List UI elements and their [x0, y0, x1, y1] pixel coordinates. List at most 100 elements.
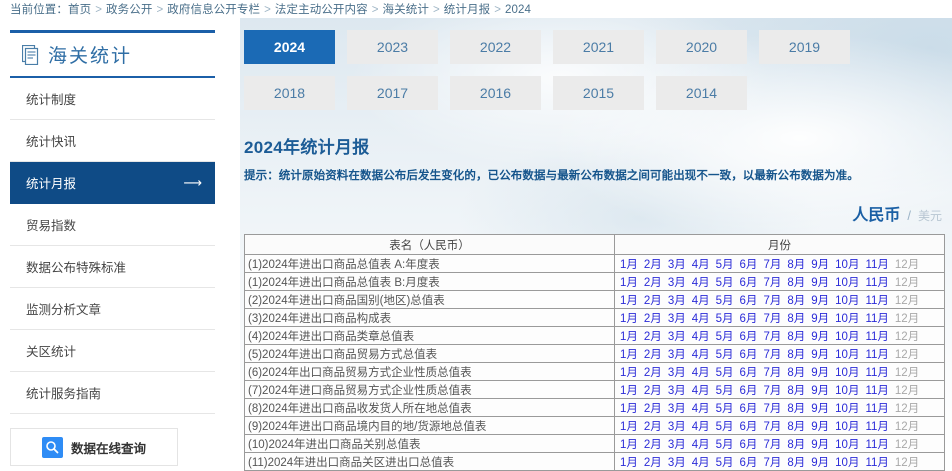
- month-link-1月[interactable]: 1月: [620, 384, 638, 397]
- year-tab-2014[interactable]: 2014: [656, 76, 747, 110]
- month-link-9月[interactable]: 9月: [811, 258, 830, 271]
- breadcrumb-item[interactable]: 政务公开: [106, 4, 153, 16]
- month-link-3月[interactable]: 3月: [667, 330, 686, 343]
- month-link-11月[interactable]: 11月: [865, 384, 889, 397]
- month-link-11月[interactable]: 11月: [865, 402, 889, 415]
- breadcrumb-item[interactable]: 首页: [68, 4, 92, 16]
- sidebar-item-link[interactable]: 统计制度: [10, 78, 215, 120]
- month-link-11月[interactable]: 11月: [865, 312, 889, 325]
- online-data-query-button[interactable]: 数据在线查询: [10, 428, 178, 466]
- month-link-6月[interactable]: 6月: [739, 384, 758, 397]
- month-link-2月[interactable]: 2月: [643, 420, 662, 433]
- sidebar-item-link[interactable]: 关区统计: [10, 330, 215, 372]
- month-link-3月[interactable]: 3月: [667, 456, 686, 469]
- breadcrumb-item[interactable]: 法定主动公开内容: [274, 4, 368, 16]
- month-link-1月[interactable]: 1月: [620, 420, 638, 433]
- month-link-9月[interactable]: 9月: [811, 276, 830, 289]
- month-link-3月[interactable]: 3月: [667, 420, 686, 433]
- month-link-5月[interactable]: 5月: [715, 420, 734, 433]
- month-link-5月[interactable]: 5月: [715, 330, 734, 343]
- sidebar-item-link[interactable]: 统计服务指南: [10, 372, 215, 414]
- sidebar-item-active[interactable]: 统计月报 ⟶: [10, 162, 215, 204]
- month-link-7月[interactable]: 7月: [763, 294, 782, 307]
- month-link-7月[interactable]: 7月: [763, 258, 782, 271]
- month-link-4月[interactable]: 4月: [691, 348, 710, 361]
- month-link-9月[interactable]: 9月: [811, 456, 830, 469]
- year-tab-2017[interactable]: 2017: [347, 76, 438, 110]
- month-link-9月[interactable]: 9月: [811, 420, 830, 433]
- year-tab-2021[interactable]: 2021: [553, 30, 644, 64]
- month-link-5月[interactable]: 5月: [715, 294, 734, 307]
- sidebar-item-link[interactable]: 统计快讯: [10, 120, 215, 162]
- month-link-8月[interactable]: 8月: [787, 276, 806, 289]
- month-link-11月[interactable]: 11月: [865, 258, 889, 271]
- month-link-7月[interactable]: 7月: [763, 276, 782, 289]
- month-link-10月[interactable]: 10月: [835, 348, 860, 361]
- month-link-4月[interactable]: 4月: [691, 330, 710, 343]
- month-link-4月[interactable]: 4月: [691, 276, 710, 289]
- month-link-9月[interactable]: 9月: [811, 294, 830, 307]
- month-link-1月[interactable]: 1月: [620, 276, 638, 289]
- month-link-9月[interactable]: 9月: [811, 348, 830, 361]
- month-link-9月[interactable]: 9月: [811, 402, 830, 415]
- currency-option-usd[interactable]: 美元: [917, 209, 942, 223]
- month-link-3月[interactable]: 3月: [667, 312, 686, 325]
- month-link-1月[interactable]: 1月: [620, 402, 638, 415]
- month-link-5月[interactable]: 5月: [715, 276, 734, 289]
- month-link-8月[interactable]: 8月: [787, 456, 806, 469]
- month-link-4月[interactable]: 4月: [691, 402, 710, 415]
- month-link-7月[interactable]: 7月: [763, 330, 782, 343]
- month-link-3月[interactable]: 3月: [667, 438, 686, 451]
- month-link-8月[interactable]: 8月: [787, 258, 806, 271]
- month-link-5月[interactable]: 5月: [715, 258, 734, 271]
- month-link-9月[interactable]: 9月: [811, 330, 830, 343]
- month-link-4月[interactable]: 4月: [691, 312, 710, 325]
- month-link-11月[interactable]: 11月: [865, 348, 889, 361]
- month-link-6月[interactable]: 6月: [739, 330, 758, 343]
- month-link-11月[interactable]: 11月: [865, 456, 889, 469]
- month-link-8月[interactable]: 8月: [787, 312, 806, 325]
- year-tab-2022[interactable]: 2022: [450, 30, 541, 64]
- month-link-6月[interactable]: 6月: [739, 312, 758, 325]
- month-link-2月[interactable]: 2月: [643, 348, 662, 361]
- month-link-4月[interactable]: 4月: [691, 294, 710, 307]
- month-link-1月[interactable]: 1月: [620, 456, 638, 469]
- month-link-10月[interactable]: 10月: [835, 294, 860, 307]
- month-link-2月[interactable]: 2月: [643, 402, 662, 415]
- month-link-5月[interactable]: 5月: [715, 456, 734, 469]
- month-link-3月[interactable]: 3月: [667, 366, 686, 379]
- month-link-11月[interactable]: 11月: [865, 438, 889, 451]
- breadcrumb-item[interactable]: 统计月报: [443, 4, 491, 16]
- month-link-4月[interactable]: 4月: [691, 438, 710, 451]
- month-link-10月[interactable]: 10月: [835, 420, 860, 433]
- month-link-6月[interactable]: 6月: [739, 348, 758, 361]
- month-link-10月[interactable]: 10月: [835, 384, 860, 397]
- month-link-5月[interactable]: 5月: [715, 312, 734, 325]
- month-link-2月[interactable]: 2月: [643, 312, 662, 325]
- month-link-1月[interactable]: 1月: [620, 438, 638, 451]
- month-link-2月[interactable]: 2月: [643, 258, 662, 271]
- month-link-3月[interactable]: 3月: [667, 258, 686, 271]
- month-link-6月[interactable]: 6月: [739, 258, 758, 271]
- month-link-6月[interactable]: 6月: [739, 366, 758, 379]
- month-link-10月[interactable]: 10月: [835, 402, 860, 415]
- month-link-8月[interactable]: 8月: [787, 348, 806, 361]
- month-link-6月[interactable]: 6月: [739, 402, 758, 415]
- month-link-1月[interactable]: 1月: [620, 348, 638, 361]
- month-link-7月[interactable]: 7月: [763, 456, 782, 469]
- month-link-5月[interactable]: 5月: [715, 366, 734, 379]
- month-link-4月[interactable]: 4月: [691, 420, 710, 433]
- month-link-9月[interactable]: 9月: [811, 384, 830, 397]
- month-link-5月[interactable]: 5月: [715, 402, 734, 415]
- month-link-6月[interactable]: 6月: [739, 438, 758, 451]
- month-link-8月[interactable]: 8月: [787, 384, 806, 397]
- month-link-7月[interactable]: 7月: [763, 438, 782, 451]
- month-link-11月[interactable]: 11月: [865, 420, 889, 433]
- sidebar-item-link[interactable]: 贸易指数: [10, 204, 215, 246]
- month-link-3月[interactable]: 3月: [667, 402, 686, 415]
- month-link-8月[interactable]: 8月: [787, 330, 806, 343]
- month-link-7月[interactable]: 7月: [763, 348, 782, 361]
- month-link-7月[interactable]: 7月: [763, 366, 782, 379]
- month-link-2月[interactable]: 2月: [643, 294, 662, 307]
- year-tab-2018[interactable]: 2018: [244, 76, 335, 110]
